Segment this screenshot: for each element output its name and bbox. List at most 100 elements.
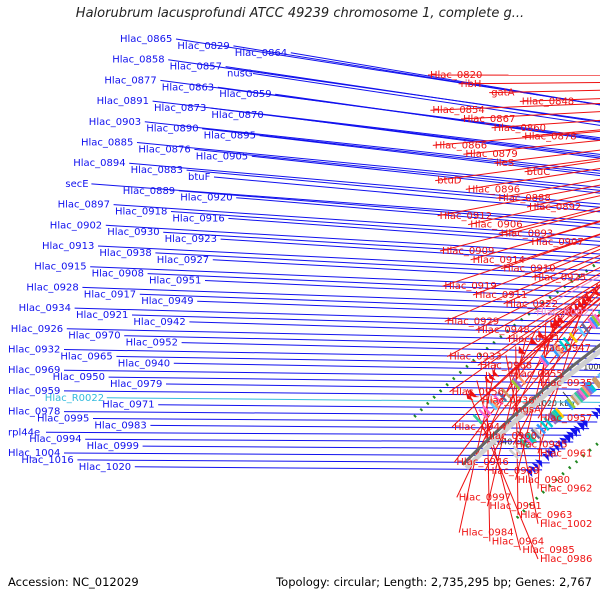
gene-label[interactable]: Hlac_0857 [170, 62, 222, 73]
gene-label[interactable]: Hlac_0980 [518, 475, 570, 486]
gene-label[interactable]: rpl44e [8, 427, 40, 438]
gene-label[interactable]: Hlac_0820 [430, 70, 482, 81]
gene-label[interactable]: Hlac_0911 [475, 290, 527, 301]
gene-label[interactable]: Hlac_0947 [539, 343, 591, 354]
gene-label[interactable]: Hlac_0949 [141, 296, 193, 307]
gene-label[interactable]: Hlac_0829 [177, 41, 229, 52]
gene-label[interactable]: Hlac_0894 [73, 158, 125, 169]
gene-label[interactable]: Hlac_0864 [235, 48, 287, 59]
gene-label[interactable]: Hlac_0984 [461, 528, 513, 539]
gene-label[interactable]: Hlac_0965 [60, 351, 112, 362]
gene-label[interactable]: Hlac_0859 [219, 89, 271, 100]
gene-label[interactable]: Hlac_0885 [81, 138, 133, 149]
gene-label[interactable]: btuF [188, 172, 211, 183]
gene-label[interactable]: Hlac_0928 [26, 282, 78, 293]
gene-label[interactable]: Hlac_0889 [123, 186, 175, 197]
gene-label[interactable]: Hlac_0906 [470, 220, 522, 231]
gene-label[interactable]: Hlac_0866 [435, 140, 487, 151]
gene-label[interactable]: secE [65, 179, 88, 190]
gene-label[interactable]: Hlac_0979 [110, 379, 162, 390]
gene-label[interactable]: Hlac_0890 [146, 124, 198, 135]
gene-label[interactable]: Hlac_0945 [515, 440, 567, 451]
gene-label[interactable]: Hlac_1002 [540, 519, 592, 530]
gene-label[interactable]: Hlac_0919 [444, 281, 496, 292]
gene-label[interactable]: Hlac_0876 [138, 144, 190, 155]
gene-label[interactable]: Hlac_0931 [508, 334, 560, 345]
gene-label[interactable]: ileS [496, 158, 514, 169]
gene-label[interactable]: Hlac_0963 [520, 510, 572, 521]
gene-label[interactable]: Hlac_0902 [50, 220, 102, 231]
gene-label[interactable]: Hlac_0942 [133, 317, 185, 328]
gene-label[interactable]: Hlac_0867 [463, 114, 515, 125]
gene-label[interactable]: Hlac_0999 [87, 441, 139, 452]
gene-label[interactable]: Hlac_0948 [477, 325, 529, 336]
gene-label[interactable]: Hlac_1004 [8, 448, 60, 459]
gene-label[interactable]: Hlac_0981 [489, 501, 541, 512]
gene-label[interactable]: Hlac_R0021 [536, 308, 595, 319]
gene-label[interactable]: Hlac_0994 [29, 434, 81, 445]
gene-label[interactable]: Hlac_0970 [68, 331, 120, 342]
gene-label[interactable]: Hlac_0854 [432, 105, 484, 116]
gene-label[interactable]: Hlac_0927 [157, 255, 209, 266]
gene-label[interactable]: Hlac_0893 [501, 228, 553, 239]
gene-label[interactable]: Hlac_0858 [112, 55, 164, 66]
gene-label[interactable]: ribH [461, 79, 482, 90]
gene-label[interactable]: Hlac_0985 [522, 545, 574, 556]
gene-label[interactable]: Hlac_0920 [180, 193, 232, 204]
gene-label[interactable]: Hlac_0971 [102, 400, 154, 411]
gene-label[interactable]: Hlac_0938 [99, 248, 151, 259]
gene-label[interactable]: Hlac_0944 [454, 422, 506, 433]
gene-label[interactable]: Hlac_0951 [149, 276, 201, 287]
gene-label[interactable]: Hlac_0961 [540, 448, 592, 459]
gene-label[interactable]: Hlac_1016 [21, 455, 73, 466]
gene-label[interactable]: Hlac_0917 [84, 289, 136, 300]
gene-label[interactable]: Hlac_0909 [442, 246, 494, 257]
gene-label[interactable]: Hlac_R0022 [45, 393, 104, 404]
gene-label[interactable]: Hlac_0964 [492, 536, 544, 547]
gene-label[interactable]: Hlac_0933 [449, 352, 501, 363]
gene-label[interactable]: Hlac_0860 [494, 123, 546, 134]
gene-label[interactable]: Hlac_0878 [524, 132, 576, 143]
gene-label[interactable]: Hlac_0983 [94, 420, 146, 431]
gene-label[interactable]: Hlac_0926 [11, 324, 63, 335]
gene-label[interactable]: Hlac_0932 [8, 345, 60, 356]
gene-label[interactable]: Hlac_0914 [473, 255, 525, 266]
gene-label[interactable]: Hlac_0916 [172, 213, 224, 224]
gene-label[interactable]: Hlac_0888 [498, 193, 550, 204]
gene-label[interactable]: Hlac_0925 [534, 272, 586, 283]
gene-label[interactable]: Hlac_0908 [92, 269, 144, 280]
gene-label[interactable]: Hlac_0936 [482, 396, 534, 407]
gene-label[interactable]: Hlac_0883 [131, 165, 183, 176]
gene-label[interactable]: Hlac_0960 [485, 431, 537, 442]
gene-label[interactable]: Hlac_0921 [76, 310, 128, 321]
gene-label[interactable]: Hlac_0997 [459, 492, 511, 503]
gene-label[interactable]: Hlac_0912 [440, 211, 492, 222]
gene-label[interactable]: Hlac_0986 [540, 554, 592, 565]
gene-label[interactable]: gatA [491, 88, 514, 99]
gene-label[interactable]: Hlac_0903 [89, 117, 141, 128]
gene-label[interactable]: Hlac_0896 [468, 184, 520, 195]
gene-label[interactable]: Hlac_0910 [503, 264, 555, 275]
gene-label[interactable]: Hlac_0989 [487, 466, 539, 477]
gene-label[interactable]: Hlac_0962 [540, 484, 592, 495]
gene-label[interactable]: Hlac_0940 [118, 358, 170, 369]
gene-label[interactable]: Hlac_0950 [53, 372, 105, 383]
gene-label[interactable]: Hlac_0959 [8, 386, 60, 397]
gene-label[interactable]: Hlac_0897 [58, 200, 110, 211]
gene-label[interactable]: Hlac_0918 [115, 207, 167, 218]
gene-label[interactable]: Hlac_0946 [456, 457, 508, 468]
gene-label[interactable]: Hlac_0957 [540, 413, 592, 424]
gene-label[interactable]: Hlac_0929 [447, 316, 499, 327]
gene-label[interactable]: Hlac_0863 [162, 82, 214, 93]
gene-label[interactable]: Hlac_0891 [97, 96, 149, 107]
gene-label[interactable]: Hlac_0873 [154, 103, 206, 114]
gene-label[interactable]: Hlac_0892 [529, 202, 581, 213]
gene-label[interactable]: btuD [437, 176, 462, 187]
gene-label[interactable]: Hlac_0907 [531, 237, 583, 248]
gene-label[interactable]: nusG [227, 69, 253, 80]
gene-label[interactable]: Hlac_0922 [506, 299, 558, 310]
gene-label[interactable]: Hlac_0930 [107, 227, 159, 238]
gene-label[interactable]: Hlac_0968 [480, 360, 532, 371]
gene-label[interactable]: Hlac_1020 [79, 462, 131, 473]
gene-label[interactable]: Hlac_0956 [452, 387, 504, 398]
